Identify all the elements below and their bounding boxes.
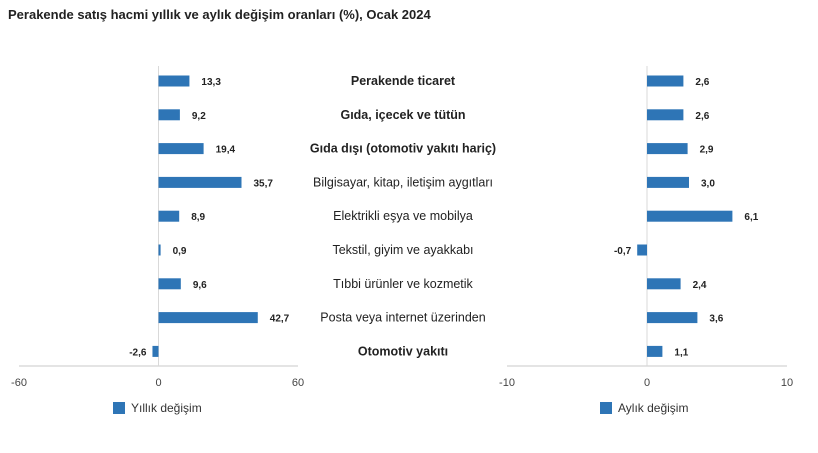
legend-monthly[interactable]: Aylık değişim <box>600 401 688 415</box>
yearly-bar[interactable] <box>158 176 242 188</box>
monthly-bar[interactable] <box>647 75 684 87</box>
monthly-data-label: 2,6 <box>695 111 709 122</box>
category-label: Gıda, içecek ve tütün <box>340 108 465 122</box>
monthly-change-panel: -10 0 10 2,6 2,6 2,9 3,0 6,1 -0,7 2,4 3,6 1,1 <box>499 66 793 389</box>
yearly-data-label: 9,6 <box>193 280 207 291</box>
yearly-bar[interactable] <box>158 278 181 290</box>
monthly-tick-label: -10 <box>499 377 515 389</box>
category-label: Gıda dışı (otomotiv yakıtı hariç) <box>310 142 496 156</box>
monthly-bar[interactable] <box>647 210 733 222</box>
monthly-data-label: 1,1 <box>674 347 688 358</box>
monthly-tick-label: 0 <box>644 377 650 389</box>
yearly-change-panel: -60 0 60 13,3 9,2 19,4 35,7 8,9 0,9 9,6 42,7 -2,6 <box>11 66 304 389</box>
category-label: Tekstil, giyim ve ayakkabı <box>332 243 473 257</box>
yearly-tick-label: 60 <box>292 377 304 389</box>
monthly-bar[interactable] <box>637 244 647 256</box>
monthly-bar[interactable] <box>647 176 689 188</box>
legend-yearly[interactable]: Yıllık değişim <box>113 401 202 415</box>
yearly-data-label: -2,6 <box>129 347 147 358</box>
yearly-bar[interactable] <box>158 109 180 121</box>
yearly-bar[interactable] <box>158 75 190 87</box>
monthly-data-label: 2,9 <box>700 145 714 156</box>
monthly-bar[interactable] <box>647 143 688 155</box>
legend-label-monthly: Aylık değişim <box>618 401 689 415</box>
monthly-data-label: 6,1 <box>744 212 758 223</box>
yearly-data-label: 9,2 <box>192 111 206 122</box>
monthly-data-label: 2,4 <box>693 280 707 291</box>
yearly-data-label: 19,4 <box>216 145 236 156</box>
yearly-data-label: 0,9 <box>173 246 187 257</box>
category-label: Posta veya internet üzerinden <box>320 311 485 325</box>
yearly-data-label: 13,3 <box>201 77 221 88</box>
yearly-tick-label: 0 <box>155 377 161 389</box>
legend-label-yearly: Yıllık değişim <box>131 401 202 415</box>
category-label: Bilgisayar, kitap, iletişim aygıtları <box>313 175 493 189</box>
category-label: Tıbbi ürünler ve kozmetik <box>333 277 473 291</box>
legend-swatch-yearly <box>113 402 125 414</box>
category-label: Otomotiv yakıtı <box>358 344 448 358</box>
yearly-bar[interactable] <box>158 210 180 222</box>
yearly-bar[interactable] <box>158 244 161 256</box>
monthly-data-label: -0,7 <box>614 246 632 257</box>
yearly-bar[interactable] <box>158 143 204 155</box>
yearly-data-label: 42,7 <box>270 314 290 325</box>
yearly-data-label: 35,7 <box>254 178 274 189</box>
yearly-bar[interactable] <box>158 312 258 324</box>
monthly-data-label: 3,0 <box>701 178 715 189</box>
monthly-tick-label: 10 <box>781 377 793 389</box>
category-labels: Perakende ticaret Gıda, içecek ve tütün Gı… <box>310 74 496 358</box>
monthly-bar[interactable] <box>647 312 698 324</box>
monthly-bar[interactable] <box>647 278 681 290</box>
category-label: Elektrikli eşya ve mobilya <box>333 209 473 223</box>
category-label: Perakende ticaret <box>351 74 456 88</box>
monthly-data-label: 3,6 <box>709 314 723 325</box>
yearly-tick-label: -60 <box>11 377 27 389</box>
monthly-bar[interactable] <box>647 109 684 121</box>
chart-title: Perakende satış hacmi yıllık ve aylık de… <box>8 7 431 22</box>
yearly-bar[interactable] <box>152 345 159 357</box>
yearly-data-label: 8,9 <box>191 212 205 223</box>
legend-swatch-monthly <box>600 402 612 414</box>
monthly-bar[interactable] <box>647 345 663 357</box>
monthly-data-label: 2,6 <box>695 77 709 88</box>
